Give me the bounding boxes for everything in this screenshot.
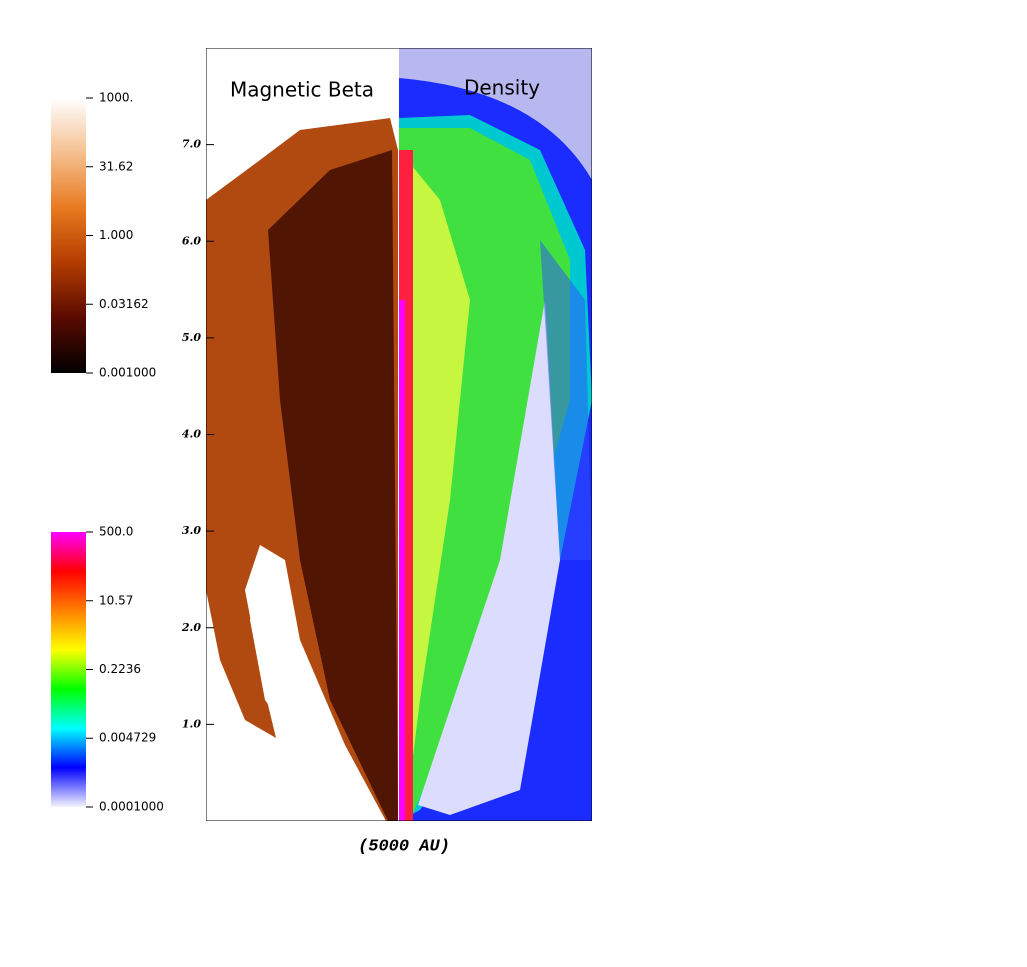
colorbar-tick-label: 0.03162 bbox=[99, 297, 149, 311]
colorbar-tick-label: 10.57 bbox=[99, 593, 133, 607]
colorbar-tick-label: 0.001000 bbox=[99, 366, 156, 380]
y-tick-label: 7.0 bbox=[182, 138, 201, 151]
colorbar-tick-label: 1000. bbox=[99, 91, 133, 105]
y-tick-label: 1.0 bbox=[182, 717, 201, 730]
colorbar-tick-label: 0.004729 bbox=[99, 731, 156, 745]
colorbar bbox=[51, 532, 86, 807]
x-axis-label: (5000 AU) bbox=[358, 837, 450, 856]
y-tick-label: 5.0 bbox=[182, 331, 201, 344]
y-tick-label: 3.0 bbox=[182, 524, 201, 537]
colorbar-tick-label: 31.62 bbox=[99, 159, 133, 173]
y-tick-label: 6.0 bbox=[182, 234, 201, 247]
colorbar-tick-label: 0.2236 bbox=[99, 662, 141, 676]
panel-label: Density bbox=[464, 76, 540, 100]
simulation-image bbox=[206, 48, 592, 821]
y-tick-label: 2.0 bbox=[181, 621, 201, 634]
colorbar-tick-label: 500.0 bbox=[99, 525, 133, 539]
colorbar-tick-label: 1.000 bbox=[99, 228, 133, 242]
colorbar bbox=[51, 98, 86, 373]
y-tick-label: 4.0 bbox=[182, 428, 201, 441]
colorbar-tick-label: 0.0001000 bbox=[99, 800, 164, 814]
panel-label: Magnetic Beta bbox=[230, 78, 374, 102]
